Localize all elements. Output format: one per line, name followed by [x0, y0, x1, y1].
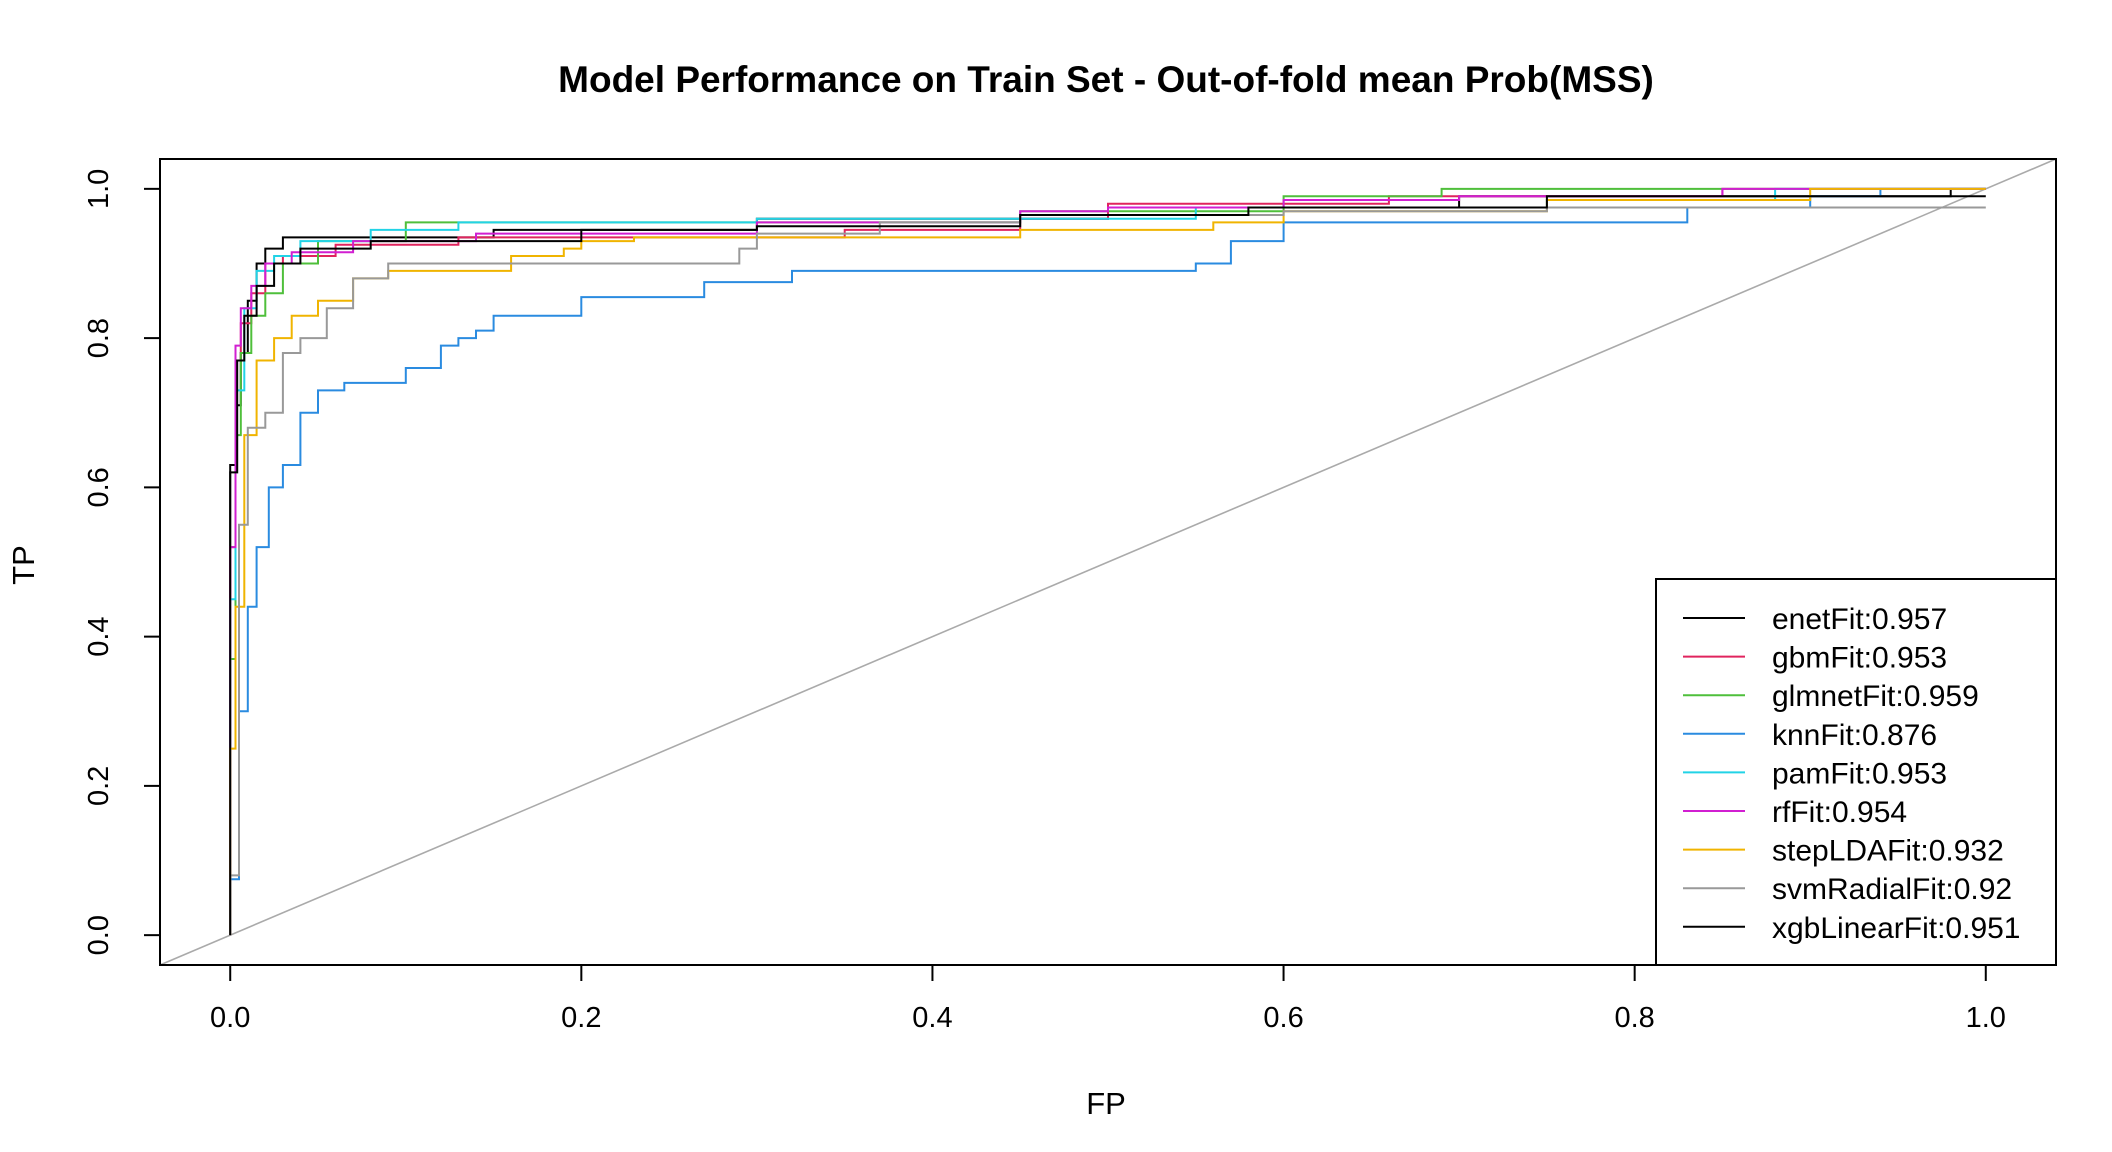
y-axis: 0.0 0.2 0.4 0.6 0.8 1.0: [83, 169, 160, 955]
series-line-1: [229, 187, 1986, 936]
x-tick-label: 1.0: [1966, 1002, 2006, 1034]
x-tick-label: 0.4: [912, 1002, 952, 1034]
y-axis-label: TP: [6, 545, 41, 585]
legend-label: xgbLinearFit:0.951: [1772, 912, 2021, 945]
y-tick-label: 1.0: [83, 169, 115, 209]
x-axis: 0.0 0.2 0.4 0.6 0.8 1.0: [210, 965, 2006, 1034]
y-tick-label: 0.4: [83, 616, 115, 656]
legend-label: glmnetFit:0.959: [1772, 680, 1979, 713]
series-layer: [159, 158, 2057, 966]
x-tick-label: 0.8: [1615, 1002, 1655, 1034]
legend-label: stepLDAFit:0.932: [1772, 835, 2004, 868]
legend-label: gbmFit:0.953: [1772, 642, 1947, 675]
legend-label: enetFit:0.957: [1772, 603, 1947, 636]
x-tick-label: 0.0: [210, 1002, 250, 1034]
y-tick-label: 0.6: [83, 467, 115, 507]
reference-diagonal-line: [159, 158, 2057, 966]
plot-frame: [159, 158, 2057, 966]
legend: enetFit:0.957 gbmFit:0.953 glmnetFit:0.959…: [1655, 578, 2057, 966]
legend-label: svmRadialFit:0.92: [1772, 873, 2012, 906]
chart-title: Model Performance on Train Set - Out-of-…: [558, 59, 1654, 100]
y-tick-label: 0.0: [83, 915, 115, 955]
series-line-8: [229, 195, 1986, 936]
y-tick-label: 0.8: [83, 318, 115, 358]
y-tick-label: 0.2: [83, 766, 115, 806]
x-tick-label: 0.2: [561, 1002, 601, 1034]
legend-label: knnFit:0.876: [1772, 719, 1937, 752]
series-line-3: [229, 187, 1986, 936]
x-axis-label: FP: [1086, 1086, 1126, 1121]
x-tick-label: 0.6: [1263, 1002, 1303, 1034]
legend-label: pamFit:0.953: [1772, 757, 1947, 790]
legend-label: rfFit:0.954: [1772, 796, 1907, 829]
